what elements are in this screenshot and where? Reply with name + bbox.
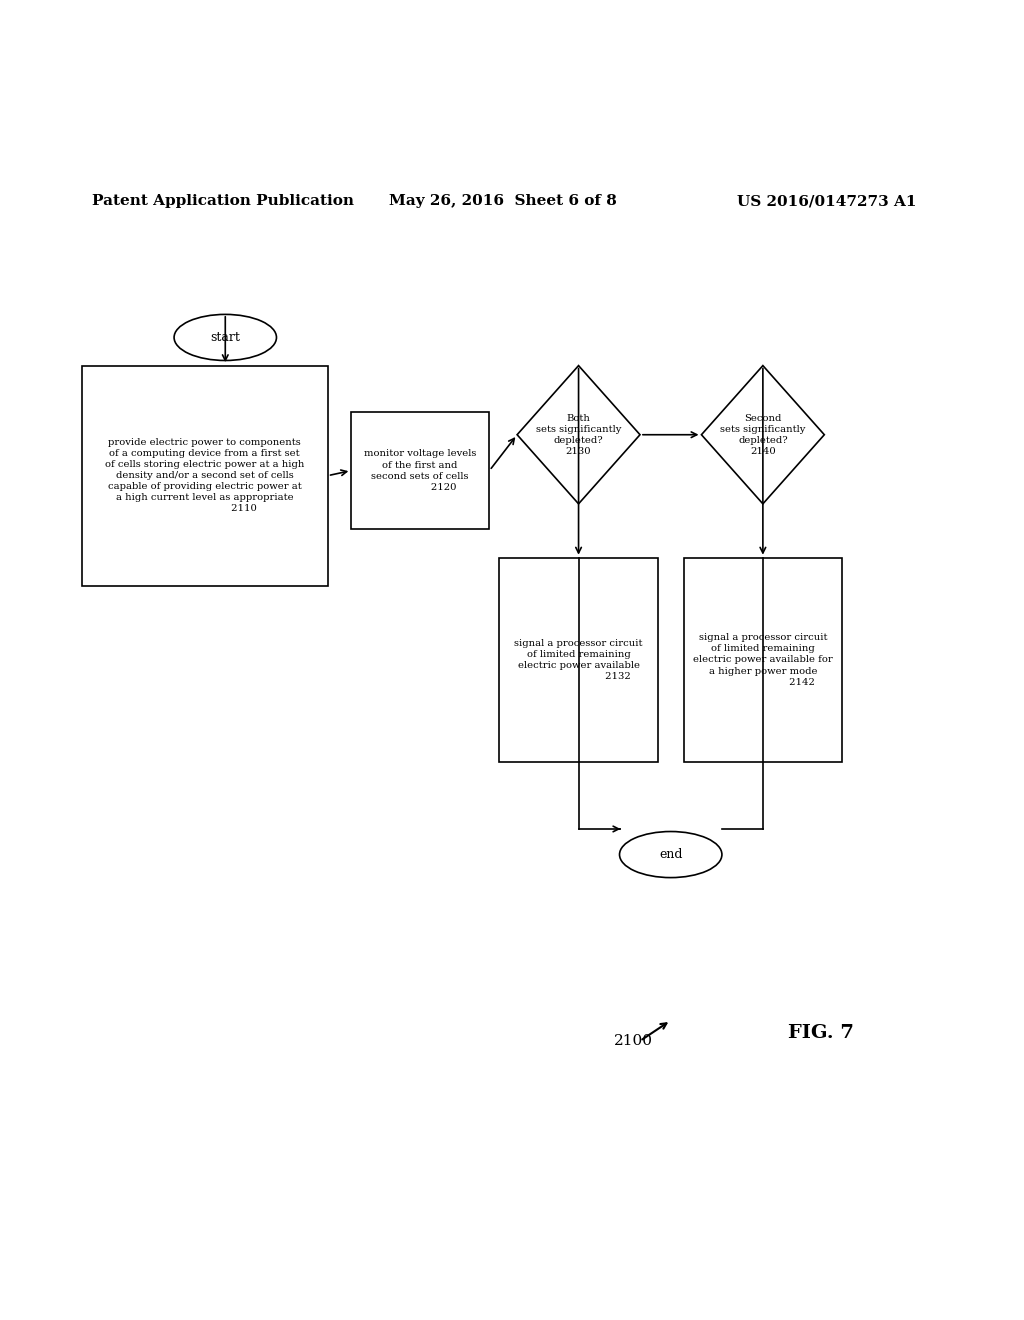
Bar	[350, 412, 489, 529]
Text: end: end	[659, 847, 682, 861]
Text: signal a processor circuit
of limited remaining
electric power available
       : signal a processor circuit of limited re…	[514, 639, 643, 681]
Text: provide electric power to components
of a computing device from a first set
of c: provide electric power to components of …	[105, 438, 304, 513]
Text: monitor voltage levels
of the first and
second sets of cells
               2120: monitor voltage levels of the first and …	[364, 449, 476, 492]
Text: Both
sets significantly
depleted?
2130: Both sets significantly depleted? 2130	[536, 413, 622, 455]
Text: start: start	[210, 331, 241, 345]
Text: Patent Application Publication: Patent Application Publication	[92, 194, 354, 209]
Text: US 2016/0147273 A1: US 2016/0147273 A1	[737, 194, 916, 209]
Text: 2100: 2100	[614, 1034, 653, 1048]
Bar	[82, 366, 328, 586]
Bar	[684, 557, 842, 763]
Text: signal a processor circuit
of limited remaining
electric power available for
a h: signal a processor circuit of limited re…	[693, 634, 833, 686]
Text: May 26, 2016  Sheet 6 of 8: May 26, 2016 Sheet 6 of 8	[389, 194, 617, 209]
Text: FIG. 7: FIG. 7	[788, 1023, 854, 1041]
Bar	[499, 557, 657, 763]
Text: Second
sets significantly
depleted?
2140: Second sets significantly depleted? 2140	[720, 413, 806, 455]
